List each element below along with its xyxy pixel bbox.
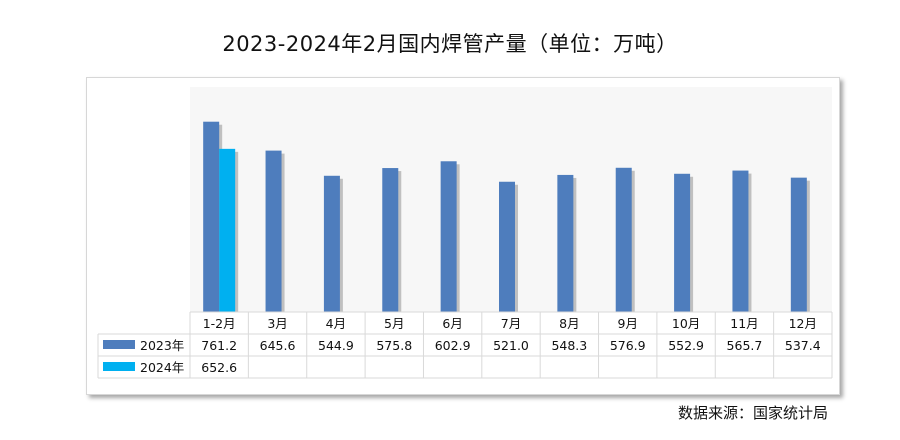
category-label-9: 11月: [730, 316, 758, 331]
data-label-0-9: 565.7: [727, 338, 763, 353]
source-note: 数据来源：国家统计局: [677, 404, 828, 422]
category-label-5: 7月: [501, 316, 521, 331]
category-label-3: 5月: [384, 316, 404, 331]
data-label-0-6: 548.3: [551, 338, 587, 353]
bar-2023-8: [674, 173, 691, 312]
category-label-2: 4月: [326, 316, 346, 331]
bar-2024-0: [219, 148, 236, 312]
chart-title: 2023-2024年2月国内焊管产量（单位：万吨）: [222, 32, 678, 56]
category-label-4: 6月: [442, 316, 462, 331]
category-label-7: 9月: [618, 316, 638, 331]
data-label-1-0: 652.6: [201, 360, 237, 375]
category-label-0: 1-2月: [203, 316, 236, 331]
bar-2023-9: [732, 170, 749, 312]
legend-label-1: 2024年: [140, 360, 184, 375]
legend-label-0: 2023年: [140, 338, 184, 353]
bar-2023-5: [499, 181, 515, 312]
bar-2023-4: [440, 161, 457, 312]
bar-2023-3: [382, 168, 399, 312]
bar-2023-1: [265, 150, 282, 312]
bar-2023-6: [557, 174, 574, 312]
category-label-1: 3月: [267, 316, 287, 331]
data-label-0-5: 521.0: [493, 338, 529, 353]
bar-2023-0: [203, 121, 220, 312]
category-label-6: 8月: [559, 316, 579, 331]
data-label-0-10: 537.4: [785, 338, 821, 353]
data-label-0-3: 575.8: [376, 338, 412, 353]
data-label-0-4: 602.9: [435, 338, 471, 353]
data-label-0-7: 576.9: [610, 338, 646, 353]
data-label-0-0: 761.2: [201, 338, 237, 353]
bar-2023-10: [790, 177, 807, 312]
legend-key-1: [103, 362, 135, 371]
category-label-8: 10月: [672, 316, 700, 331]
data-label-0-8: 552.9: [668, 338, 704, 353]
category-label-10: 12月: [789, 316, 817, 331]
bar-2023-2: [323, 175, 340, 312]
data-label-0-2: 544.9: [318, 338, 354, 353]
bar-2023-7: [615, 167, 632, 312]
legend-key-0: [103, 340, 135, 349]
data-label-0-1: 645.6: [260, 338, 296, 353]
